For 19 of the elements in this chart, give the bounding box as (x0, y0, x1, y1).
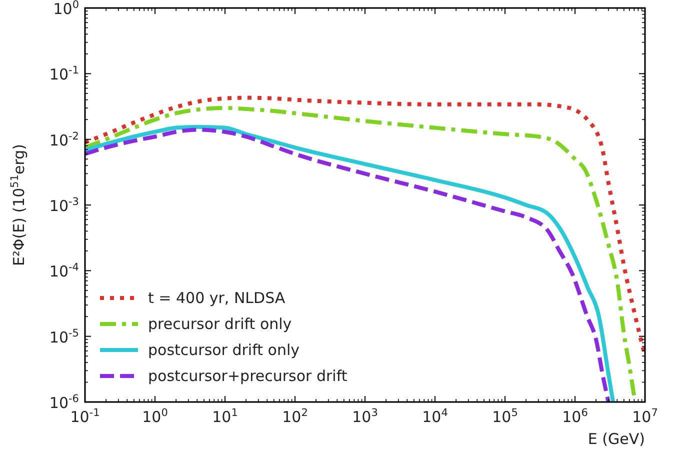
legend-label: postcursor drift only (148, 341, 300, 359)
y-tick-label: 10$^{0}$ (53, 0, 79, 18)
y-tick-label: 10$^{-3}$ (49, 196, 79, 215)
x-tick-label: 10$^{1}$ (212, 407, 238, 426)
y-tick-label: 10$^{-5}$ (49, 327, 79, 346)
x-tick-label: 10$^{2}$ (282, 407, 308, 426)
legend-label: precursor drift only (148, 315, 292, 333)
y-tick-label: 10$^{-1}$ (49, 64, 79, 84)
x-tick-label: 10$^{3}$ (352, 407, 378, 426)
x-tick-label: 10$^{0}$ (142, 407, 168, 426)
legend-label: postcursor+precursor drift (148, 367, 348, 385)
x-tick-label: 10$^{7}$ (632, 407, 658, 426)
x-axis-title: E (GeV) (588, 430, 645, 448)
x-tick-label: 10$^{6}$ (562, 407, 588, 426)
legend-label: t = 400 yr, NLDSA (148, 289, 286, 307)
y-tick-label: 10$^{-4}$ (49, 262, 80, 281)
y-tick-label: 10$^{-2}$ (49, 130, 79, 150)
x-tick-label: 10$^{4}$ (422, 407, 448, 426)
x-tick-label: 10$^{5}$ (492, 407, 518, 426)
